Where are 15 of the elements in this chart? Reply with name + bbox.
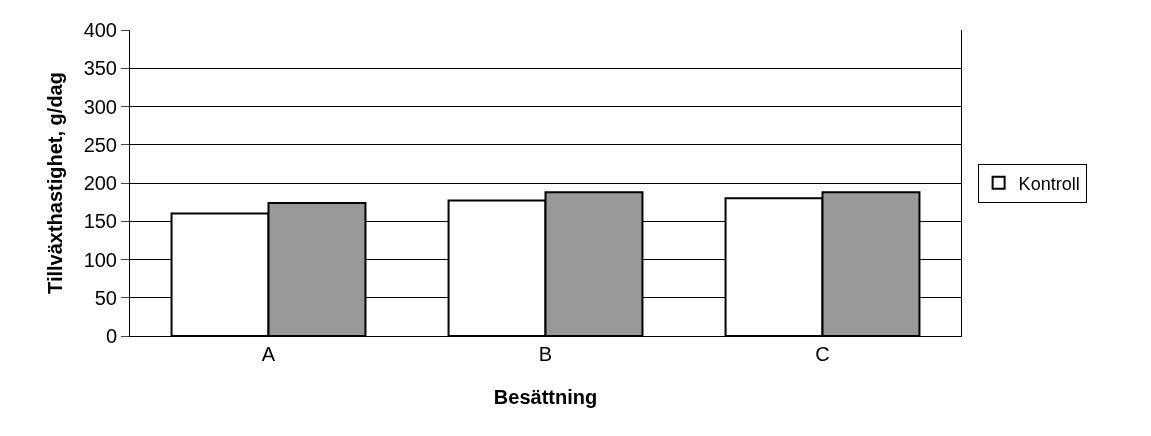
x-axis-title: Besättning (493, 385, 598, 408)
y-tick-label: 300 (83, 95, 117, 118)
y-tick-label: 150 (83, 210, 117, 233)
y-tick-label: 50 (94, 286, 117, 309)
y-tick-label: 100 (83, 248, 117, 271)
y-tick-label: 200 (83, 172, 117, 194)
x-tick-label: C (815, 343, 830, 365)
legend-label: Kontroll (1018, 173, 1080, 194)
y-tick-label: 400 (83, 19, 117, 41)
x-tick-label: A (261, 343, 276, 365)
x-tick-label: B (538, 343, 553, 365)
y-tick-label: 0 (105, 325, 117, 347)
y-axis-title: Tillväxthastighet, g/dag (44, 72, 67, 294)
y-tick-label: 350 (83, 57, 117, 80)
y-tick-label: 250 (83, 133, 117, 156)
